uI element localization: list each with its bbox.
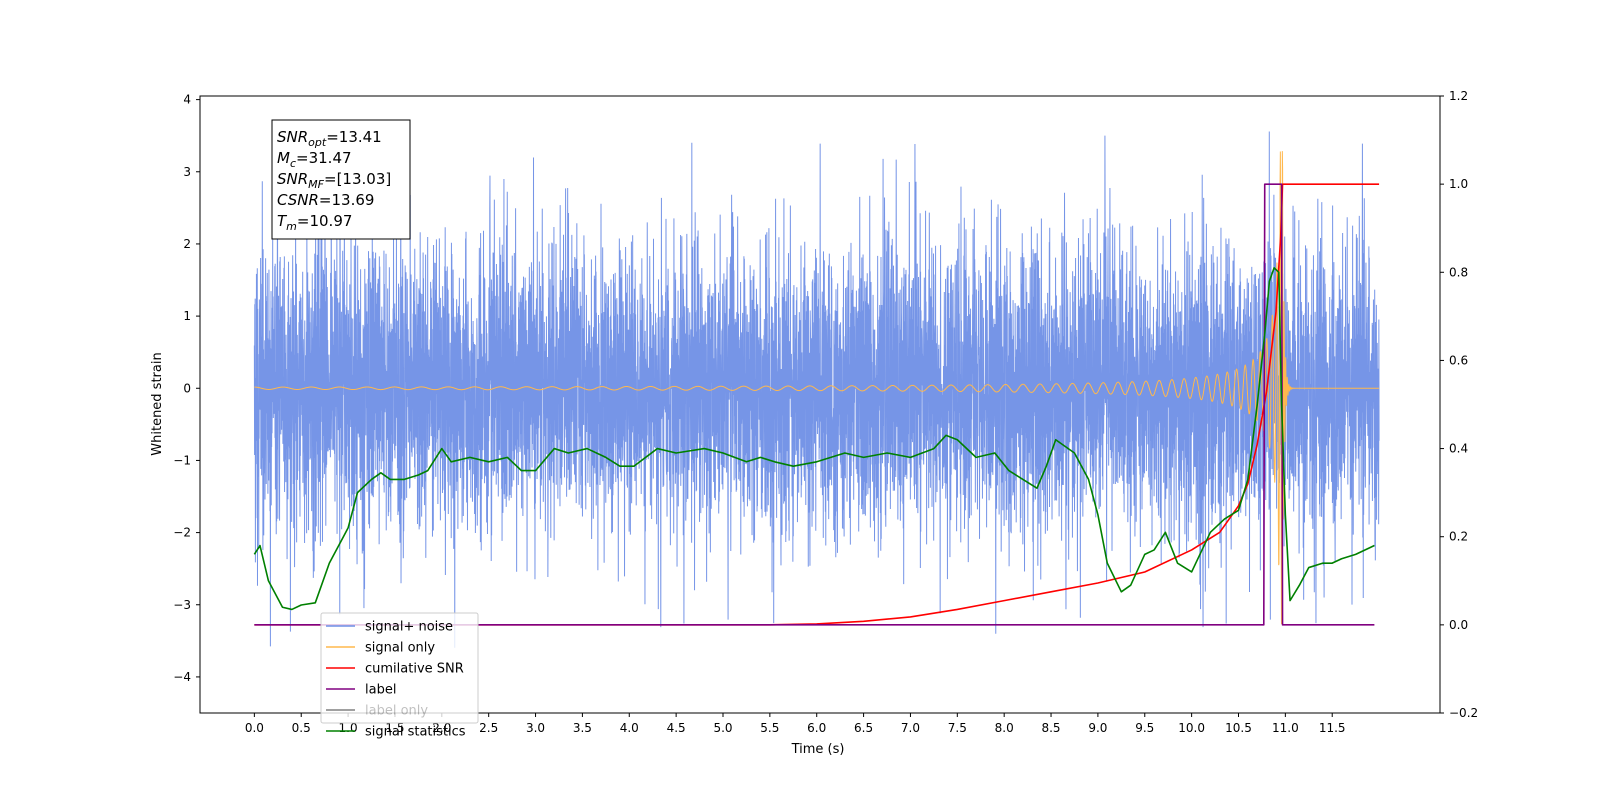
y2-tick-label: 0.4 [1449, 442, 1468, 456]
series-signal-only-line [254, 151, 1380, 625]
series-cumilative-snr-line [254, 183, 1380, 626]
x-tick-label: 3.0 [526, 721, 545, 735]
legend-item-signal-noise: signal+ noise [365, 620, 453, 635]
legend-item-label: label [365, 683, 396, 698]
x-tick-label: 6.5 [854, 721, 873, 735]
y-tick-label: −4 [173, 670, 191, 684]
x-tick-label: 4.0 [620, 721, 639, 735]
legend-item-signal-statistics: signal statistics [365, 725, 466, 740]
x-axis-label: Time (s) [791, 742, 845, 757]
x-tick-label: 11.0 [1272, 721, 1299, 735]
annotation-line: CSNR=13.69 [277, 191, 374, 209]
annotation-line: Tm=10.97 [277, 212, 352, 233]
annotation-line: SNRMF=[13.03] [277, 170, 391, 191]
series-layer [253, 131, 1380, 648]
x-tick-label: 1.5 [385, 721, 404, 735]
y2-tick-label: −0.2 [1449, 706, 1478, 720]
y-tick-label: 0 [183, 381, 191, 395]
y2-tick-label: 1.2 [1449, 89, 1468, 103]
annotation-frame [271, 119, 411, 240]
y2-tick-label: 0.6 [1449, 353, 1468, 367]
annotation-line: SNRopt=13.41 [277, 128, 382, 149]
x-tick-label: 2.5 [479, 721, 498, 735]
y-axis-left: 4 3 2 1 0 −1 −2 −3 −4 [173, 93, 200, 684]
series-signal-noise-line [253, 131, 1380, 648]
y-tick-label: 1 [183, 309, 191, 323]
x-tick-label: 0.5 [292, 721, 311, 735]
x-tick-label: 10.5 [1225, 721, 1252, 735]
x-tick-label: 5.0 [713, 721, 732, 735]
y2-tick-label: 0.8 [1449, 265, 1468, 279]
x-tick-label: 0.0 [245, 721, 264, 735]
legend-item-cumilative-snr: cumilative SNR [365, 662, 464, 677]
y2-tick-label: 0.2 [1449, 530, 1468, 544]
legend-item-signal-only: signal only [365, 641, 435, 656]
series-signal-statistics-line [253, 267, 1375, 611]
x-tick-label: 8.0 [995, 721, 1014, 735]
x-tick-label: 11.5 [1319, 721, 1346, 735]
y2-tick-label: 1.0 [1449, 177, 1468, 191]
legend-frame [320, 612, 479, 724]
y-tick-label: −2 [173, 526, 191, 540]
x-tick-label: 5.5 [760, 721, 779, 735]
x-tick-label: 8.5 [1041, 721, 1060, 735]
x-tick-label: 3.5 [573, 721, 592, 735]
x-tick-label: 2.0 [432, 721, 451, 735]
plot-frame [199, 95, 1441, 714]
y-tick-label: 2 [183, 237, 191, 251]
y-axis-label: Whitened strain [150, 352, 165, 455]
y-tick-label: −3 [173, 598, 191, 612]
x-tick-label: 6.0 [807, 721, 826, 735]
x-tick-label: 4.5 [667, 721, 686, 735]
annotation-box: SNRopt=13.41Mc=31.47SNRMF=[13.03]CSNR=13… [271, 119, 411, 240]
annotation-line: Mc=31.47 [277, 149, 352, 170]
x-tick-label: 7.0 [901, 721, 920, 735]
y-tick-label: 4 [183, 93, 191, 107]
legend-item-label-only: label only [365, 704, 428, 719]
y2-tick-label: 0.0 [1449, 618, 1468, 632]
y-tick-label: −1 [173, 453, 191, 467]
x-tick-label: 9.0 [1088, 721, 1107, 735]
y-axis-right: 1.2 1.0 0.8 0.6 0.4 0.2 0.0 −0.2 [1440, 89, 1478, 720]
x-tick-label: 9.5 [1135, 721, 1154, 735]
x-tick-label: 10.0 [1178, 721, 1205, 735]
x-tick-label: 7.5 [948, 721, 967, 735]
y-tick-label: 3 [183, 165, 191, 179]
legend: signal+ noise signal only cumilative SNR la… [320, 612, 479, 740]
series-label-line [254, 183, 1375, 626]
